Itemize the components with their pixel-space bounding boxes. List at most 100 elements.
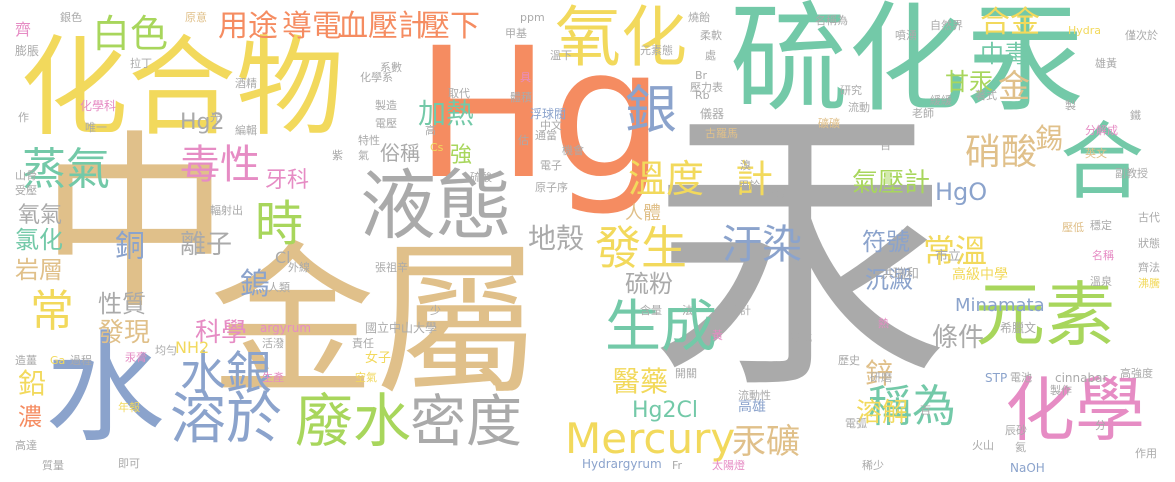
word-rb: Rb	[695, 89, 710, 102]
word-ancient: 古代	[1138, 211, 1160, 224]
word-often: 常	[30, 286, 74, 337]
word-dissolve-in: 溶於	[170, 387, 282, 452]
word-zhang-zuxin: 張祖辛	[375, 261, 408, 274]
word-teacher: 老師	[912, 107, 934, 120]
word-called: 稱為	[868, 381, 956, 432]
word-metal: 金屬	[210, 226, 540, 418]
word-flow: 流動	[848, 101, 870, 114]
word-soft: 柔軟	[700, 29, 722, 42]
word-coefficient: 系數	[380, 61, 402, 74]
word-gold: 金	[998, 67, 1031, 105]
word-chem-dept: 化學系	[360, 71, 393, 84]
word-process: 過程	[70, 354, 92, 367]
word-science: 科學	[195, 318, 248, 348]
word-liquid: 液態	[360, 161, 512, 250]
word-appropriate: 通當	[535, 129, 557, 142]
word-stp: STP	[985, 371, 1008, 385]
word-conductive: 導電	[282, 9, 342, 44]
word-air: 空氣	[355, 371, 377, 384]
word-gas: 氣	[358, 149, 369, 162]
word-argyrum: argyrum	[260, 321, 312, 335]
word-under-temp: 溫下	[550, 49, 572, 62]
word-hundred: 百	[920, 404, 931, 417]
word-naoh: NaOH	[1010, 461, 1045, 475]
word-hgo: HgO	[935, 178, 988, 206]
word-hydrargyrum: Hydrargyrum	[582, 457, 662, 471]
word-divide: 分	[1095, 419, 1106, 432]
word-usage: 用途	[218, 9, 278, 44]
word-meter: 計	[735, 157, 774, 201]
word-sulfuric-acid: 硫酸	[470, 171, 492, 184]
word-mine: 礦礦	[818, 117, 840, 130]
word-switch: 開關	[675, 367, 697, 380]
word-female: 女子	[365, 351, 392, 366]
word-nature: 自然界	[930, 19, 963, 32]
word-generate: 生成	[605, 295, 717, 360]
word-battery: 電池	[1010, 371, 1032, 384]
word-can-be: 即可	[118, 457, 140, 470]
word-state: 狀態	[1138, 237, 1160, 250]
word-chloride: 氯化	[15, 226, 63, 254]
word-density: 密度	[410, 390, 522, 455]
word-barometer: 氣壓計	[852, 168, 931, 198]
word-mercury-en: Mercury	[565, 414, 736, 463]
word-responsibility: 責任	[352, 337, 374, 350]
word-strong: 強	[450, 143, 473, 168]
word-helium: 氦	[1015, 441, 1026, 454]
word-dissolution: 溶解	[856, 398, 909, 428]
word-work: 作	[18, 111, 29, 124]
word-white: 白色	[92, 12, 169, 56]
word-place: 處	[705, 49, 716, 62]
word-law: 法	[682, 304, 693, 317]
word-nsysu: 國立中山大學	[365, 321, 438, 335]
word-fr: Fr	[672, 459, 683, 472]
word-manufacture: 製造	[375, 99, 397, 112]
word-press-down: 壓下	[420, 9, 480, 44]
word-uniform: 均勻	[155, 344, 177, 357]
word-mass: 質量	[42, 459, 64, 472]
word-realgar: 雄黃	[1095, 57, 1117, 70]
word-amalgam: 汞膏	[125, 351, 147, 364]
word-qi: 齊	[15, 20, 32, 39]
word-greek: 希臘文	[1000, 321, 1037, 335]
word-senior-high: 高級中學	[952, 267, 1008, 283]
word-nitric-acid: 硝酸	[965, 132, 1038, 173]
word-hydra: Hydra	[1068, 24, 1102, 37]
word-pressure-gauge: 壓力表	[690, 81, 723, 94]
word-characteristic: 特性	[358, 134, 380, 147]
word-temperature: 溫度	[628, 157, 705, 201]
word-cl: Cl	[275, 248, 291, 267]
word-sulfur-powder: 硫粉	[625, 270, 673, 298]
word-production: 製作	[1050, 384, 1072, 397]
word-dentistry: 牙科	[265, 168, 310, 193]
word-grinding: 研磨	[870, 371, 892, 384]
word-heat: 熱	[878, 317, 889, 330]
word-replace: 取代	[448, 87, 470, 100]
word-compound: 化合物	[20, 26, 345, 151]
word-property: 性質	[98, 290, 146, 318]
word-rare: 稀少	[862, 459, 884, 472]
word-condition: 條件	[932, 323, 985, 353]
word-opportunity: 機會	[562, 144, 584, 157]
word-alloy: 合金	[980, 5, 1040, 40]
word-combine: 合	[1060, 113, 1145, 211]
word-hot-spring: 溫泉	[1090, 275, 1112, 288]
word-second-only: 僅次於	[1125, 29, 1158, 42]
word-zaojiang: 造薑	[15, 354, 37, 367]
word-latin: 拉丁	[130, 57, 152, 70]
word-purple: 紫	[332, 149, 343, 162]
word-middle: 中	[40, 114, 231, 335]
word-high: 高	[425, 124, 436, 137]
word-cs: Cs	[430, 141, 444, 154]
word-toxicity: 毒性	[180, 142, 260, 188]
word-lower: 壓低	[1062, 221, 1084, 234]
word-kaohsiung: 高雄	[738, 399, 766, 415]
word-lead: 鉛	[18, 367, 47, 400]
word-tungsten: 鎢	[240, 267, 270, 302]
word-hundred-2: 百	[880, 139, 891, 152]
word-shaobing: 燒飴	[688, 11, 710, 24]
word-symbol: 符號	[862, 228, 910, 256]
word-hg2: Hg2	[180, 110, 225, 135]
word-municipal: 市立	[935, 249, 962, 264]
word-silver: 銀	[625, 81, 678, 141]
